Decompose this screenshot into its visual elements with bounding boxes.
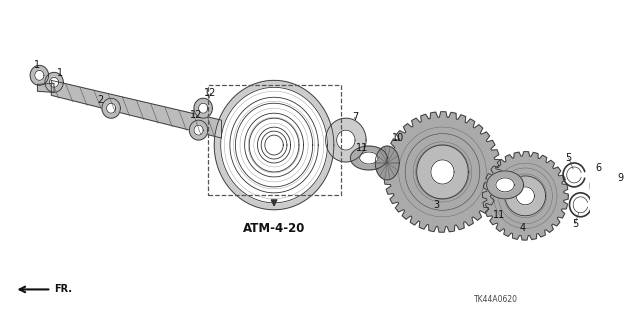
Polygon shape: [49, 78, 59, 87]
Polygon shape: [505, 176, 545, 216]
Polygon shape: [30, 65, 49, 85]
Polygon shape: [351, 146, 387, 170]
Text: 3: 3: [433, 200, 439, 210]
Text: 4: 4: [520, 223, 525, 233]
Polygon shape: [360, 152, 378, 164]
Polygon shape: [417, 145, 468, 199]
Polygon shape: [45, 72, 63, 92]
Polygon shape: [236, 103, 313, 187]
Polygon shape: [384, 112, 501, 232]
Polygon shape: [516, 187, 534, 205]
Polygon shape: [198, 103, 208, 113]
Polygon shape: [106, 103, 116, 113]
Polygon shape: [375, 146, 399, 180]
Polygon shape: [326, 118, 366, 162]
Polygon shape: [261, 131, 287, 159]
Polygon shape: [214, 80, 334, 210]
Polygon shape: [634, 197, 640, 211]
Text: 6: 6: [595, 163, 601, 173]
Polygon shape: [194, 125, 203, 135]
Text: 10: 10: [392, 133, 404, 143]
Polygon shape: [221, 87, 328, 203]
Text: 1: 1: [35, 60, 40, 70]
Polygon shape: [616, 191, 629, 199]
Polygon shape: [38, 83, 54, 92]
Text: 12: 12: [189, 110, 202, 120]
Polygon shape: [496, 178, 515, 192]
Text: 9: 9: [617, 173, 623, 183]
Text: 12: 12: [204, 88, 217, 98]
Polygon shape: [35, 70, 44, 80]
Polygon shape: [431, 160, 454, 184]
Polygon shape: [610, 186, 636, 204]
Text: 5: 5: [572, 219, 578, 229]
Polygon shape: [230, 97, 318, 193]
Polygon shape: [486, 171, 524, 199]
Text: 5: 5: [566, 153, 572, 163]
Bar: [208, 85, 341, 195]
Polygon shape: [189, 120, 208, 140]
Polygon shape: [102, 98, 120, 118]
Polygon shape: [265, 135, 284, 155]
Text: 1: 1: [56, 68, 63, 78]
Text: TK44A0620: TK44A0620: [474, 295, 518, 304]
Polygon shape: [257, 127, 291, 163]
Text: 7: 7: [352, 112, 358, 122]
Text: 11: 11: [493, 210, 505, 220]
Polygon shape: [51, 80, 221, 138]
Text: 11: 11: [356, 143, 369, 153]
Text: 2: 2: [97, 95, 103, 105]
Polygon shape: [337, 130, 355, 150]
Polygon shape: [483, 152, 568, 240]
Polygon shape: [249, 118, 299, 172]
Text: ATM-4-20: ATM-4-20: [243, 222, 305, 235]
Polygon shape: [244, 113, 303, 177]
Polygon shape: [194, 98, 212, 118]
Text: FR.: FR.: [54, 285, 72, 294]
